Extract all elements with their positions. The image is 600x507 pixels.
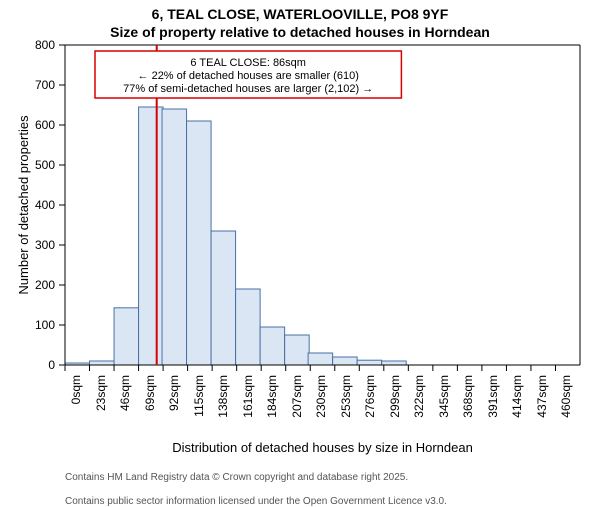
histogram-bar [114,308,139,365]
histogram-bar [236,289,261,365]
x-tick-label: 115sqm [192,375,206,445]
histogram-bar [333,357,358,365]
y-tick-label: 600 [0,118,55,132]
x-tick-label: 322sqm [412,375,426,445]
x-tick-label: 299sqm [388,375,402,445]
x-tick-label: 184sqm [265,375,279,445]
x-tick-label: 414sqm [510,375,524,445]
y-tick-label: 200 [0,278,55,292]
y-tick-label: 500 [0,158,55,172]
x-tick-label: 138sqm [216,375,230,445]
x-tick-label: 391sqm [486,375,500,445]
histogram-bar [285,335,310,365]
histogram-bar [162,109,187,365]
histogram-bar [357,360,382,365]
x-tick-label: 230sqm [314,375,328,445]
histogram-bar [139,107,164,365]
y-tick-label: 700 [0,78,55,92]
x-tick-label: 460sqm [559,375,573,445]
x-tick-label: 437sqm [535,375,549,445]
x-tick-label: 207sqm [290,375,304,445]
x-tick-label: 368sqm [461,375,475,445]
attribution-line2: Contains public sector information licen… [65,496,447,507]
x-tick-label: 276sqm [363,375,377,445]
annotation-line: 6 TEAL CLOSE: 86sqm [190,57,306,69]
histogram-bar [382,361,407,365]
x-tick-label: 23sqm [94,375,108,445]
y-tick-label: 300 [0,238,55,252]
x-tick-label: 69sqm [143,375,157,445]
histogram-bar [260,327,285,365]
histogram-bar [211,231,236,365]
histogram-bar [187,121,212,365]
attribution-line1: Contains HM Land Registry data © Crown c… [65,472,408,483]
histogram-bar [90,361,115,365]
y-tick-label: 400 [0,198,55,212]
x-tick-label: 92sqm [167,375,181,445]
histogram-bar [308,353,333,365]
x-tick-label: 0sqm [69,375,83,445]
x-tick-label: 161sqm [241,375,255,445]
x-tick-label: 345sqm [437,375,451,445]
x-tick-label: 253sqm [339,375,353,445]
y-tick-label: 100 [0,318,55,332]
y-tick-label: 800 [0,38,55,52]
bars [65,107,406,365]
annotation-line: ← 22% of detached houses are smaller (61… [138,70,359,82]
annotation-line: 77% of semi-detached houses are larger (… [123,83,373,95]
chart-root: 6, TEAL CLOSE, WATERLOOVILLE, PO8 9YF Si… [0,0,600,500]
y-tick-label: 0 [0,358,55,372]
x-tick-label: 46sqm [118,375,132,445]
